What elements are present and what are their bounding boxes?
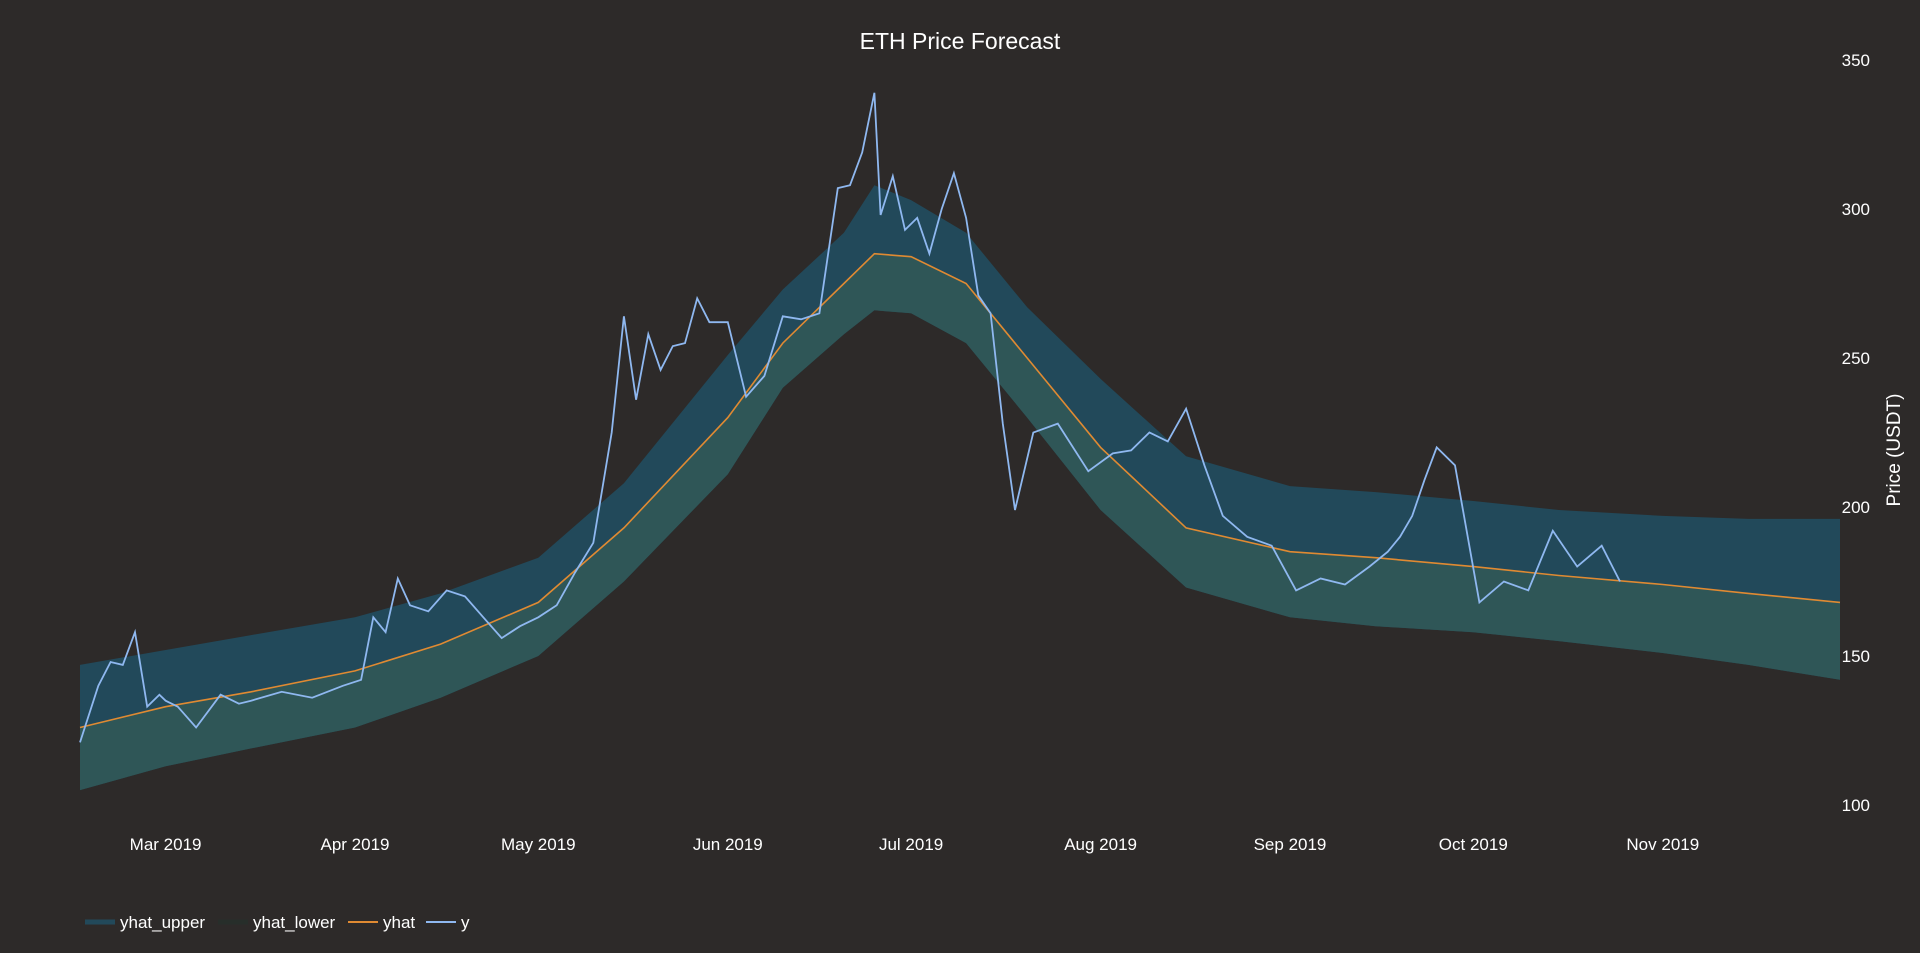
x-tick-label: Oct 2019 <box>1439 835 1508 854</box>
y-tick-label: 350 <box>1842 51 1870 70</box>
y-tick-label: 250 <box>1842 349 1870 368</box>
legend: yhat_upper yhat_lower yhat y <box>85 913 470 932</box>
y-axis-title: Price (USDT) <box>1884 394 1905 507</box>
x-tick-label: Jun 2019 <box>693 835 763 854</box>
series-yhat-line <box>79 252 1841 729</box>
x-tick-label: Aug 2019 <box>1064 835 1137 854</box>
x-tick-label: Apr 2019 <box>321 835 390 854</box>
legend-label-yhat[interactable]: yhat <box>383 913 415 932</box>
y-tick-label: 150 <box>1842 647 1870 666</box>
x-tick-label: May 2019 <box>501 835 576 854</box>
x-tick-label: Sep 2019 <box>1254 835 1327 854</box>
series-y-line <box>79 92 1621 743</box>
series-yhat-lower-band <box>80 253 1840 791</box>
y-tick-label: 200 <box>1842 498 1870 517</box>
x-axis: Mar 2019 Apr 2019 May 2019 Jun 2019 Jul 2019… <box>130 835 1700 854</box>
x-tick-label: Jul 2019 <box>879 835 943 854</box>
x-tick-label: Nov 2019 <box>1626 835 1699 854</box>
legend-label-yhat-lower[interactable]: yhat_lower <box>253 913 336 932</box>
y-tick-label: 100 <box>1842 796 1870 815</box>
plot-area <box>79 92 1841 791</box>
chart-title: ETH Price Forecast <box>860 28 1061 54</box>
y-tick-label: 300 <box>1842 200 1870 219</box>
legend-label-y[interactable]: y <box>461 913 470 932</box>
x-tick-label: Mar 2019 <box>130 835 202 854</box>
legend-label-yhat-upper[interactable]: yhat_upper <box>120 913 205 932</box>
y-axis: 100 150 200 250 300 350 <box>1842 51 1870 815</box>
